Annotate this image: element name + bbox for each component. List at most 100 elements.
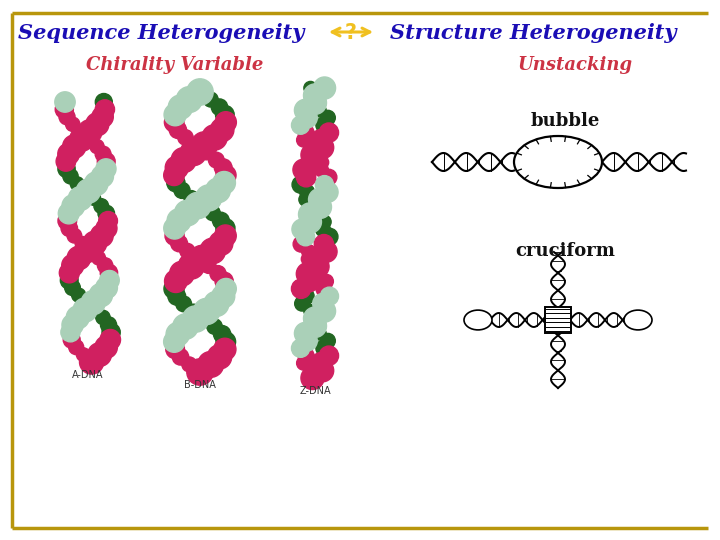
Circle shape	[206, 178, 230, 202]
Circle shape	[95, 336, 117, 359]
Circle shape	[212, 212, 230, 229]
Circle shape	[298, 271, 319, 292]
Circle shape	[298, 348, 314, 363]
Circle shape	[308, 195, 331, 219]
Circle shape	[315, 222, 330, 237]
Circle shape	[318, 182, 338, 202]
Circle shape	[71, 177, 84, 191]
Text: ?: ?	[345, 23, 357, 43]
Circle shape	[193, 365, 207, 379]
Circle shape	[186, 304, 201, 319]
Circle shape	[97, 152, 115, 170]
Circle shape	[293, 159, 314, 180]
Circle shape	[74, 125, 87, 138]
Circle shape	[215, 105, 234, 124]
Circle shape	[292, 219, 312, 239]
Circle shape	[297, 288, 314, 305]
Circle shape	[212, 285, 235, 308]
Circle shape	[60, 272, 78, 289]
Circle shape	[178, 130, 193, 145]
Circle shape	[304, 84, 326, 107]
Circle shape	[211, 99, 228, 116]
Circle shape	[90, 139, 104, 154]
Circle shape	[166, 322, 189, 346]
Circle shape	[184, 192, 211, 219]
Circle shape	[316, 156, 328, 168]
Circle shape	[59, 263, 79, 283]
Circle shape	[193, 85, 207, 99]
Circle shape	[311, 359, 333, 382]
Circle shape	[197, 312, 212, 326]
Circle shape	[166, 340, 184, 359]
Circle shape	[215, 225, 236, 247]
Circle shape	[75, 237, 89, 250]
Text: Unstacking: Unstacking	[518, 56, 633, 74]
Circle shape	[301, 367, 324, 389]
Circle shape	[163, 331, 185, 352]
Circle shape	[319, 123, 338, 142]
Circle shape	[316, 117, 333, 134]
Circle shape	[292, 339, 310, 357]
Circle shape	[63, 331, 80, 348]
Circle shape	[315, 176, 333, 194]
Circle shape	[306, 255, 329, 278]
Circle shape	[298, 125, 314, 140]
Circle shape	[205, 206, 220, 221]
Circle shape	[61, 323, 80, 342]
Circle shape	[204, 292, 229, 316]
Circle shape	[321, 228, 338, 245]
Circle shape	[169, 121, 186, 138]
Circle shape	[58, 212, 76, 230]
Text: bubble: bubble	[531, 112, 600, 130]
Text: A-DNA: A-DNA	[72, 370, 104, 380]
Circle shape	[189, 138, 203, 152]
Text: B-DNA: B-DNA	[184, 380, 216, 390]
Circle shape	[163, 218, 186, 239]
Text: Chirality Variable: Chirality Variable	[86, 56, 264, 74]
Circle shape	[300, 211, 321, 233]
Circle shape	[215, 159, 232, 177]
Text: Z-DNA: Z-DNA	[300, 386, 330, 396]
Circle shape	[292, 116, 310, 134]
Circle shape	[58, 143, 79, 165]
Circle shape	[311, 130, 332, 151]
Circle shape	[96, 218, 117, 239]
Circle shape	[95, 100, 114, 119]
Circle shape	[304, 82, 317, 94]
Circle shape	[301, 151, 324, 174]
Circle shape	[101, 317, 117, 333]
Circle shape	[180, 244, 195, 259]
Circle shape	[165, 226, 184, 245]
Circle shape	[99, 271, 120, 290]
FancyBboxPatch shape	[545, 307, 571, 333]
Circle shape	[70, 127, 94, 151]
Circle shape	[319, 346, 338, 366]
Circle shape	[200, 238, 225, 264]
Circle shape	[312, 293, 333, 314]
Circle shape	[302, 253, 314, 265]
Circle shape	[100, 264, 117, 281]
Circle shape	[102, 323, 120, 341]
Circle shape	[311, 136, 333, 159]
Circle shape	[194, 299, 220, 325]
Circle shape	[95, 93, 112, 111]
Circle shape	[58, 203, 79, 224]
Ellipse shape	[514, 136, 602, 188]
Circle shape	[73, 298, 97, 322]
Circle shape	[294, 322, 317, 345]
Circle shape	[316, 281, 332, 296]
Text: cruciform: cruciform	[515, 242, 615, 260]
Circle shape	[164, 112, 184, 132]
Text: Sequence Heterogeneity: Sequence Heterogeneity	[18, 23, 305, 43]
Circle shape	[186, 79, 213, 105]
Circle shape	[78, 185, 92, 198]
Circle shape	[293, 236, 309, 252]
Circle shape	[313, 77, 336, 99]
Circle shape	[100, 329, 120, 350]
Circle shape	[299, 193, 312, 206]
Circle shape	[68, 340, 84, 355]
Circle shape	[313, 327, 326, 340]
Circle shape	[307, 372, 318, 384]
Circle shape	[306, 141, 319, 154]
Circle shape	[83, 231, 107, 255]
